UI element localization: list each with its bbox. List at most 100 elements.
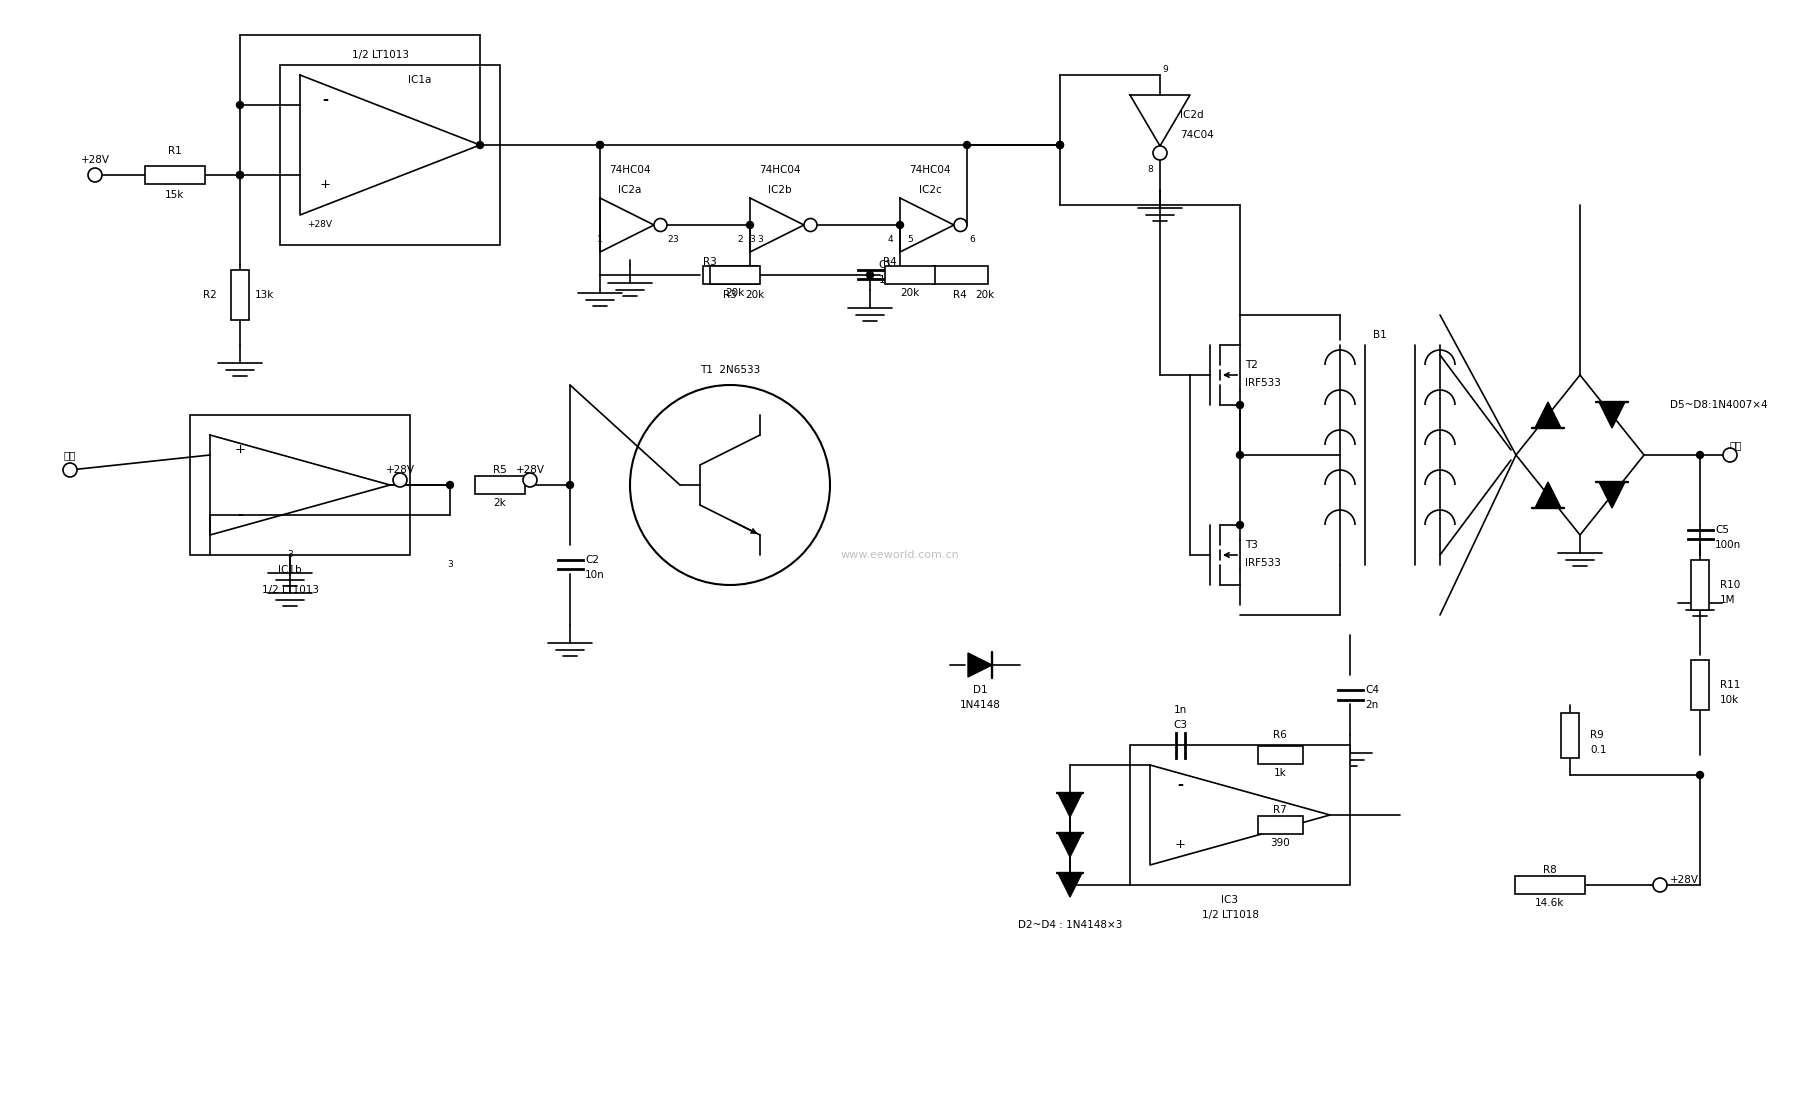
Circle shape bbox=[867, 272, 874, 278]
Text: 6: 6 bbox=[970, 235, 975, 244]
Text: D1: D1 bbox=[974, 685, 988, 695]
Circle shape bbox=[747, 221, 754, 229]
Text: +28V: +28V bbox=[308, 221, 332, 230]
Text: 74C04: 74C04 bbox=[1180, 130, 1213, 140]
Circle shape bbox=[1653, 878, 1666, 892]
Bar bbox=[230, 270, 248, 320]
Text: 10k: 10k bbox=[1721, 695, 1739, 705]
Text: R10: R10 bbox=[1721, 580, 1740, 590]
Text: 3: 3 bbox=[758, 235, 763, 244]
Circle shape bbox=[954, 219, 966, 232]
Text: 1k: 1k bbox=[1273, 768, 1287, 778]
Text: -: - bbox=[238, 507, 243, 523]
Circle shape bbox=[596, 141, 604, 148]
Text: R8: R8 bbox=[1543, 865, 1557, 875]
Polygon shape bbox=[1059, 793, 1082, 817]
Text: R9: R9 bbox=[1590, 730, 1605, 740]
Circle shape bbox=[236, 171, 243, 179]
Circle shape bbox=[236, 171, 243, 179]
Bar bbox=[475, 476, 526, 494]
Text: 20k: 20k bbox=[975, 290, 995, 299]
Text: 5: 5 bbox=[906, 235, 914, 244]
Text: 1n: 1n bbox=[877, 275, 892, 285]
Text: 1/2 LT1013: 1/2 LT1013 bbox=[352, 50, 408, 60]
Text: +28V: +28V bbox=[515, 465, 544, 475]
Circle shape bbox=[393, 473, 406, 487]
Circle shape bbox=[1236, 401, 1244, 409]
Circle shape bbox=[1057, 141, 1064, 148]
Text: C3: C3 bbox=[1173, 720, 1188, 730]
Text: 20k: 20k bbox=[725, 288, 745, 298]
Text: IRF533: IRF533 bbox=[1246, 378, 1280, 388]
Text: 1N4148: 1N4148 bbox=[959, 699, 1001, 711]
Text: +28V: +28V bbox=[386, 465, 415, 475]
Bar bbox=[702, 266, 758, 284]
Text: 2: 2 bbox=[667, 235, 673, 244]
Bar bbox=[1516, 876, 1585, 894]
Text: IC2b: IC2b bbox=[769, 185, 792, 194]
Circle shape bbox=[1722, 448, 1737, 462]
Text: R7: R7 bbox=[1273, 806, 1287, 815]
Circle shape bbox=[1697, 771, 1704, 779]
Text: R11: R11 bbox=[1721, 680, 1740, 690]
Text: IC1a: IC1a bbox=[408, 75, 431, 85]
Text: 20k: 20k bbox=[901, 288, 919, 298]
Polygon shape bbox=[1536, 482, 1561, 508]
Text: C5: C5 bbox=[1715, 525, 1730, 535]
Polygon shape bbox=[1059, 833, 1082, 857]
Text: 0.1: 0.1 bbox=[1590, 745, 1606, 755]
Text: 2: 2 bbox=[738, 235, 743, 244]
Bar bbox=[885, 266, 936, 284]
Text: 3: 3 bbox=[448, 560, 453, 569]
Circle shape bbox=[629, 385, 830, 585]
Circle shape bbox=[522, 473, 537, 487]
Text: IC3: IC3 bbox=[1222, 895, 1238, 905]
Circle shape bbox=[566, 482, 573, 488]
Text: 74HC04: 74HC04 bbox=[609, 165, 651, 175]
Bar bbox=[279, 65, 500, 245]
Text: C4: C4 bbox=[1365, 685, 1380, 695]
Circle shape bbox=[1236, 522, 1244, 528]
Text: 4: 4 bbox=[887, 235, 892, 244]
Text: +: + bbox=[319, 179, 330, 191]
Text: 13k: 13k bbox=[256, 290, 276, 299]
Text: 3: 3 bbox=[286, 550, 294, 559]
Circle shape bbox=[1236, 452, 1244, 459]
Circle shape bbox=[803, 219, 818, 232]
Bar bbox=[1561, 713, 1579, 758]
Circle shape bbox=[1697, 452, 1704, 459]
Circle shape bbox=[896, 221, 903, 229]
Bar bbox=[1692, 660, 1710, 711]
Text: R3: R3 bbox=[703, 257, 716, 267]
Text: -: - bbox=[323, 93, 328, 107]
Text: 3: 3 bbox=[673, 235, 678, 244]
Text: R2: R2 bbox=[203, 290, 218, 299]
Text: R4: R4 bbox=[954, 290, 966, 299]
Text: 2n: 2n bbox=[1365, 699, 1378, 711]
Bar bbox=[1258, 815, 1302, 834]
Text: B1: B1 bbox=[1372, 330, 1387, 340]
Text: 10n: 10n bbox=[586, 570, 606, 580]
Text: 9: 9 bbox=[1162, 65, 1168, 74]
Bar bbox=[932, 266, 988, 284]
Text: 1: 1 bbox=[596, 235, 604, 244]
Text: 74HC04: 74HC04 bbox=[910, 165, 950, 175]
Text: R5: R5 bbox=[493, 465, 508, 475]
Text: D2~D4 : 1N4148×3: D2~D4 : 1N4148×3 bbox=[1017, 920, 1122, 930]
Text: 输入: 输入 bbox=[63, 450, 76, 460]
Circle shape bbox=[236, 102, 243, 108]
Text: T1  2N6533: T1 2N6533 bbox=[700, 365, 760, 375]
Circle shape bbox=[477, 141, 484, 148]
Text: 3: 3 bbox=[749, 235, 754, 244]
Text: 输出: 输出 bbox=[1730, 440, 1742, 450]
Circle shape bbox=[1153, 146, 1168, 160]
Text: +: + bbox=[234, 443, 245, 456]
Circle shape bbox=[89, 168, 102, 182]
Circle shape bbox=[446, 482, 453, 488]
Text: 1M: 1M bbox=[1721, 594, 1735, 606]
Text: 1n: 1n bbox=[1173, 705, 1188, 715]
Bar bbox=[145, 166, 205, 185]
Text: 2k: 2k bbox=[493, 498, 506, 508]
Text: www.eeworld.com.cn: www.eeworld.com.cn bbox=[841, 550, 959, 560]
Text: IC2c: IC2c bbox=[919, 185, 941, 194]
